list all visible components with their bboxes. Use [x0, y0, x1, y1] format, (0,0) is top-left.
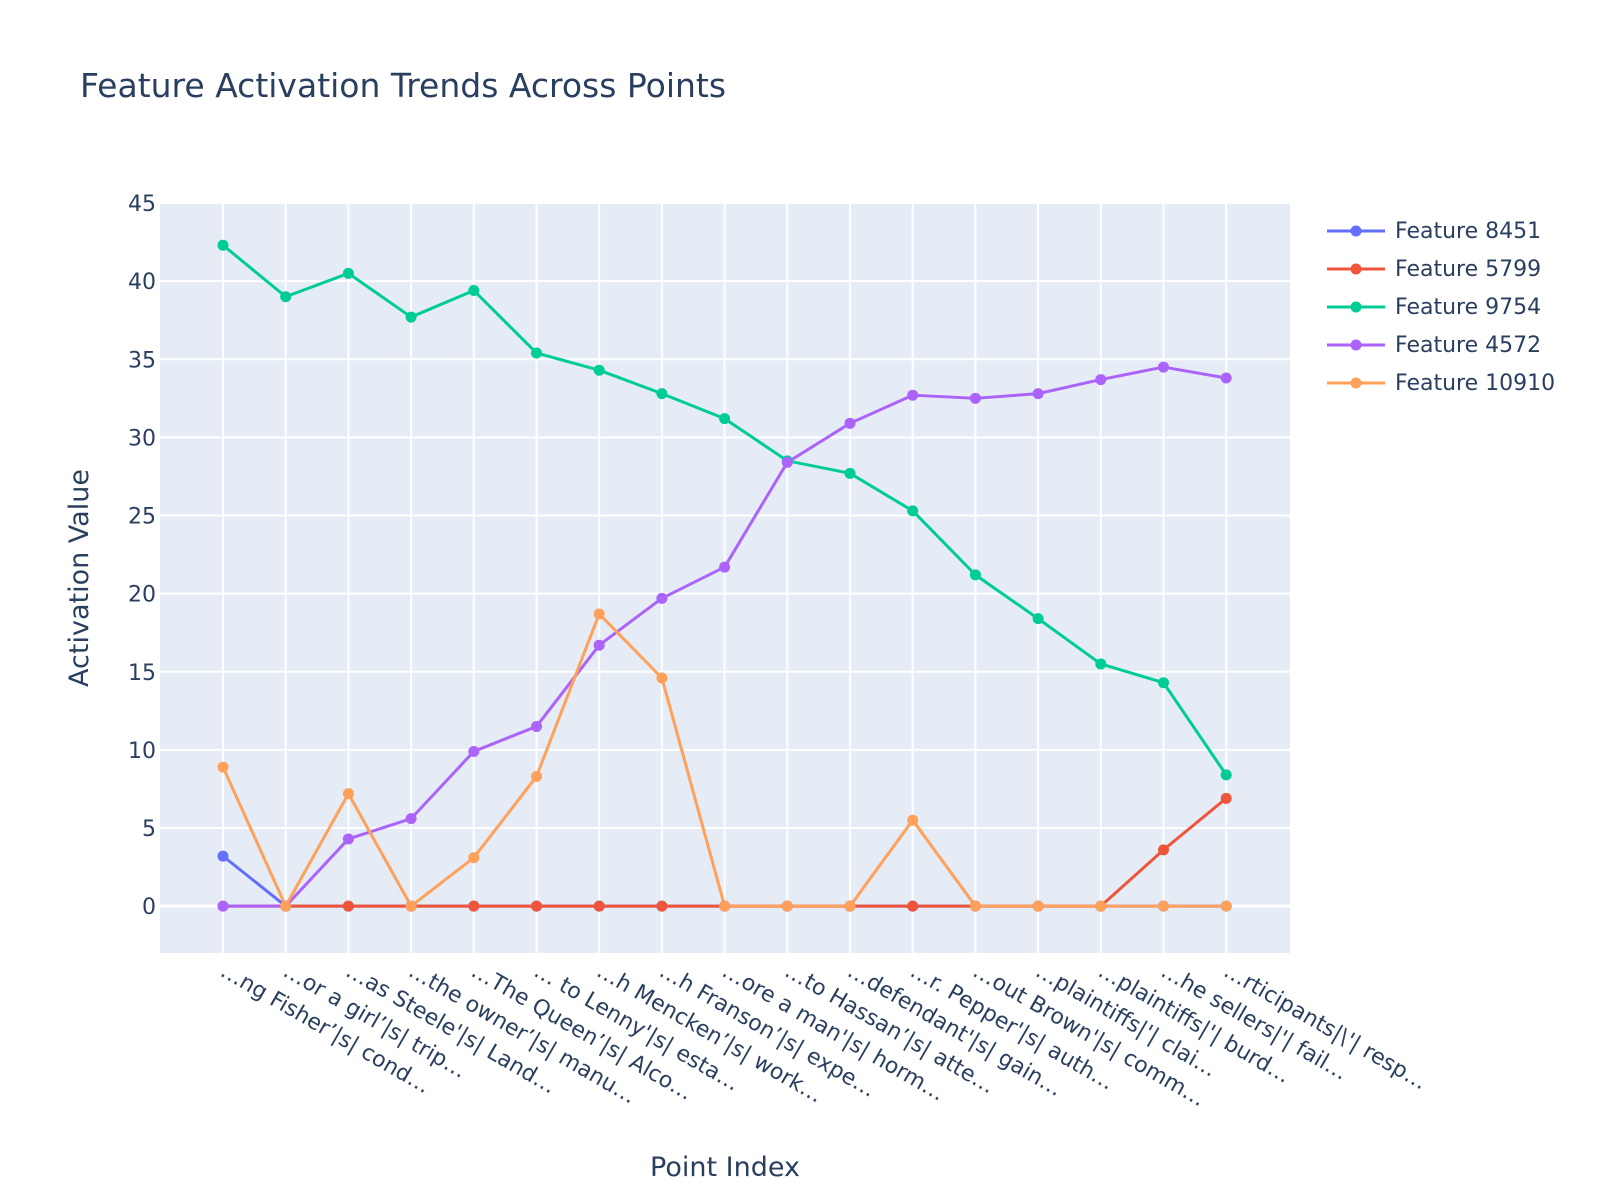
- y-tick-label: 40: [128, 270, 156, 295]
- data-point[interactable]: [907, 389, 919, 401]
- legend-swatch: [1327, 301, 1385, 313]
- data-point[interactable]: [1158, 844, 1169, 856]
- chart-title: Feature Activation Trends Across Points: [80, 66, 727, 105]
- series-markers: [217, 239, 1232, 912]
- gridlines: [160, 202, 1290, 953]
- data-point[interactable]: [656, 900, 668, 912]
- legend-swatch: [1327, 225, 1385, 237]
- data-point[interactable]: [280, 291, 292, 303]
- data-point[interactable]: [405, 311, 417, 323]
- data-point[interactable]: [781, 456, 793, 468]
- data-point[interactable]: [405, 900, 417, 912]
- y-tick-label: 20: [128, 583, 156, 608]
- data-point[interactable]: [719, 900, 731, 912]
- data-point[interactable]: [280, 900, 292, 912]
- y-tick-label: 5: [142, 817, 156, 842]
- data-point[interactable]: [969, 900, 981, 912]
- data-point[interactable]: [1158, 677, 1169, 689]
- legend-label: Feature 5799: [1395, 256, 1542, 282]
- legend-swatch: [1327, 263, 1385, 275]
- data-point[interactable]: [531, 720, 542, 732]
- data-point[interactable]: [781, 900, 793, 912]
- data-point[interactable]: [969, 569, 981, 581]
- data-point[interactable]: [342, 267, 354, 279]
- data-point[interactable]: [1032, 613, 1044, 625]
- data-point[interactable]: [719, 413, 731, 425]
- legend-item[interactable]: Feature 4572: [1325, 326, 1555, 364]
- x-axis-title: Point Index: [650, 1152, 800, 1183]
- data-point[interactable]: [969, 392, 981, 404]
- y-axis-title: Activation Value: [64, 469, 95, 687]
- data-point[interactable]: [1095, 658, 1107, 670]
- data-point[interactable]: [342, 900, 354, 912]
- y-tick-label: 30: [128, 426, 156, 451]
- data-point[interactable]: [1220, 900, 1232, 912]
- data-point[interactable]: [1095, 900, 1107, 912]
- legend-label: Feature 10910: [1395, 370, 1556, 396]
- legend-swatch: [1327, 377, 1385, 389]
- data-point[interactable]: [593, 364, 605, 376]
- y-tick-labels: 0 5 10 15 20 25 30 35 40 45: [128, 192, 156, 920]
- data-point[interactable]: [405, 813, 417, 825]
- data-point[interactable]: [656, 672, 668, 684]
- data-point[interactable]: [468, 285, 480, 296]
- legend-item[interactable]: Feature 8451: [1325, 212, 1555, 250]
- data-point[interactable]: [468, 852, 480, 864]
- data-point[interactable]: [907, 814, 919, 826]
- legend-label: Feature 8451: [1395, 218, 1542, 244]
- data-point[interactable]: [844, 417, 856, 429]
- data-point[interactable]: [342, 788, 354, 800]
- legend-item[interactable]: Feature 10910: [1325, 364, 1555, 402]
- data-point[interactable]: [217, 850, 229, 862]
- data-point[interactable]: [1220, 792, 1232, 804]
- data-point[interactable]: [1032, 388, 1044, 400]
- data-point[interactable]: [907, 900, 919, 912]
- legend-label: Feature 9754: [1395, 294, 1542, 320]
- data-point[interactable]: [531, 900, 542, 912]
- data-point[interactable]: [1158, 900, 1169, 912]
- legend-label: Feature 4572: [1395, 332, 1542, 358]
- y-tick-label: 45: [128, 192, 156, 217]
- y-tick-label: 0: [142, 895, 156, 920]
- x-tick-labels: …ng Fisher’|s| cond……or a girl’|s| trip……: [216, 959, 1431, 1113]
- data-point[interactable]: [593, 900, 605, 912]
- data-point[interactable]: [844, 467, 856, 479]
- data-point[interactable]: [468, 745, 480, 757]
- y-tick-label: 10: [128, 739, 156, 764]
- data-point[interactable]: [342, 833, 354, 845]
- data-point[interactable]: [593, 608, 605, 620]
- data-point[interactable]: [719, 561, 731, 573]
- data-point[interactable]: [1158, 361, 1169, 373]
- data-point[interactable]: [217, 761, 229, 773]
- data-point[interactable]: [844, 900, 856, 912]
- legend-item[interactable]: Feature 9754: [1325, 288, 1555, 326]
- legend-swatch: [1327, 339, 1385, 351]
- data-point[interactable]: [593, 639, 605, 651]
- data-point[interactable]: [907, 505, 919, 517]
- data-point[interactable]: [217, 900, 229, 912]
- data-point[interactable]: [1032, 900, 1044, 912]
- data-point[interactable]: [1220, 372, 1232, 384]
- legend: Feature 8451 Feature 5799 Feature 9754 Feat…: [1325, 212, 1555, 402]
- data-point[interactable]: [1220, 769, 1232, 781]
- y-tick-label: 25: [128, 505, 156, 530]
- legend-item[interactable]: Feature 5799: [1325, 250, 1555, 288]
- y-tick-label: 35: [128, 348, 156, 373]
- y-tick-label: 15: [128, 661, 156, 686]
- data-point[interactable]: [656, 388, 668, 400]
- data-point[interactable]: [217, 239, 229, 251]
- data-point[interactable]: [656, 592, 668, 604]
- data-point[interactable]: [468, 900, 480, 912]
- data-point[interactable]: [1095, 374, 1107, 386]
- data-point[interactable]: [531, 770, 542, 782]
- data-point[interactable]: [531, 347, 542, 359]
